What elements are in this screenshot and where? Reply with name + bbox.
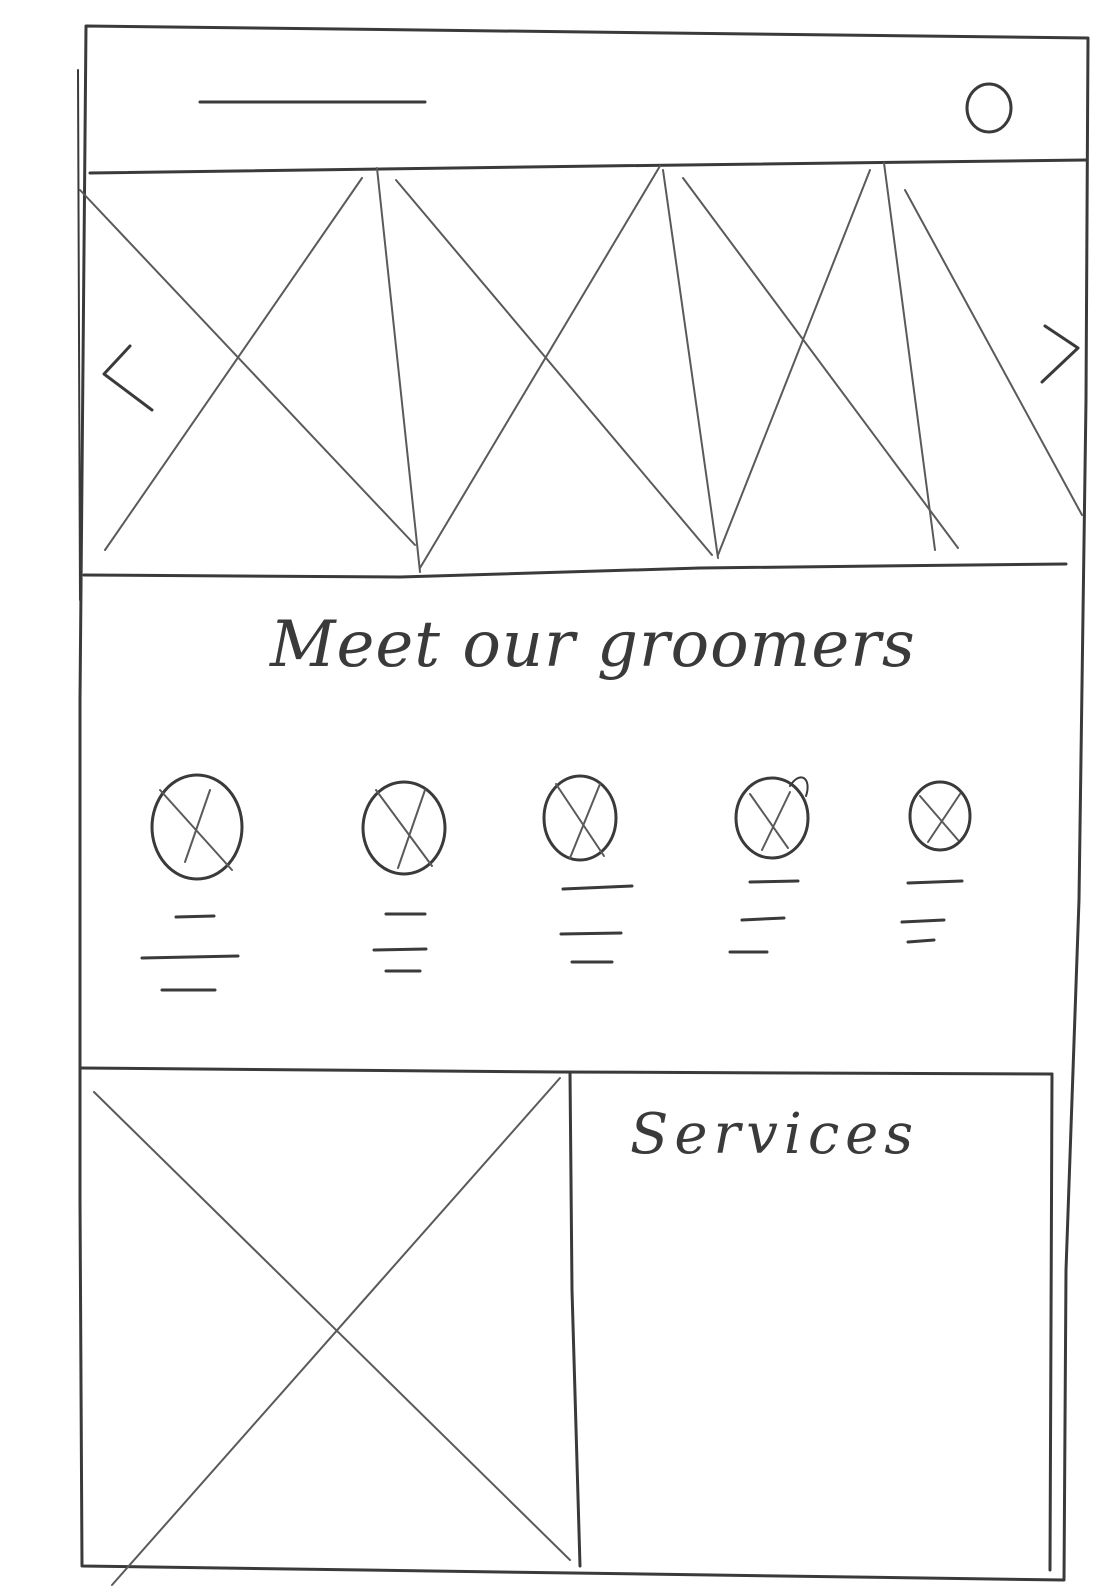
chevron-left-icon: [102, 344, 154, 412]
groomers-row: [140, 773, 972, 992]
page-frame: [77, 24, 1090, 1582]
carousel-prev-button[interactable]: [96, 338, 160, 418]
services-image[interactable]: [84, 1076, 568, 1564]
bottom-section: [78, 1066, 1054, 1586]
groomer-text-lines-1: [140, 914, 240, 992]
groomer-avatar-4: [734, 776, 810, 860]
services-title: Services: [630, 1102, 920, 1167]
groomer-avatar-1: [150, 773, 244, 881]
groomer-card-4[interactable]: [726, 772, 816, 958]
groomer-card-1[interactable]: [140, 770, 250, 1000]
groomer-avatar-2: [361, 780, 447, 876]
hero-carousel: [79, 162, 1083, 579]
groomer-avatar-3: [542, 774, 618, 862]
groomer-text-lines-2: [372, 912, 428, 973]
groomer-card-2[interactable]: [358, 778, 450, 978]
section-divider: [568, 1070, 582, 1568]
groomer-text-lines-5: [900, 879, 964, 944]
chevron-right-icon: [1040, 324, 1080, 384]
carousel-next-button[interactable]: [1034, 318, 1090, 390]
hero-carousel-image[interactable]: [164, 176, 1024, 562]
image-placeholder-line: [93, 1091, 571, 1561]
section-title: Meet our groomers: [270, 608, 916, 682]
image-placeholder-line: [111, 1077, 561, 1586]
groomer-text-lines-4: [728, 879, 800, 954]
header-bar: [88, 82, 1088, 175]
groomer-card-5[interactable]: [900, 778, 972, 948]
groomer-card-3[interactable]: [540, 772, 636, 968]
profile-button[interactable]: [962, 80, 1018, 138]
circle-icon: [965, 82, 1013, 134]
groomer-avatar-5: [908, 780, 972, 852]
groomer-text-lines-3: [559, 884, 634, 964]
